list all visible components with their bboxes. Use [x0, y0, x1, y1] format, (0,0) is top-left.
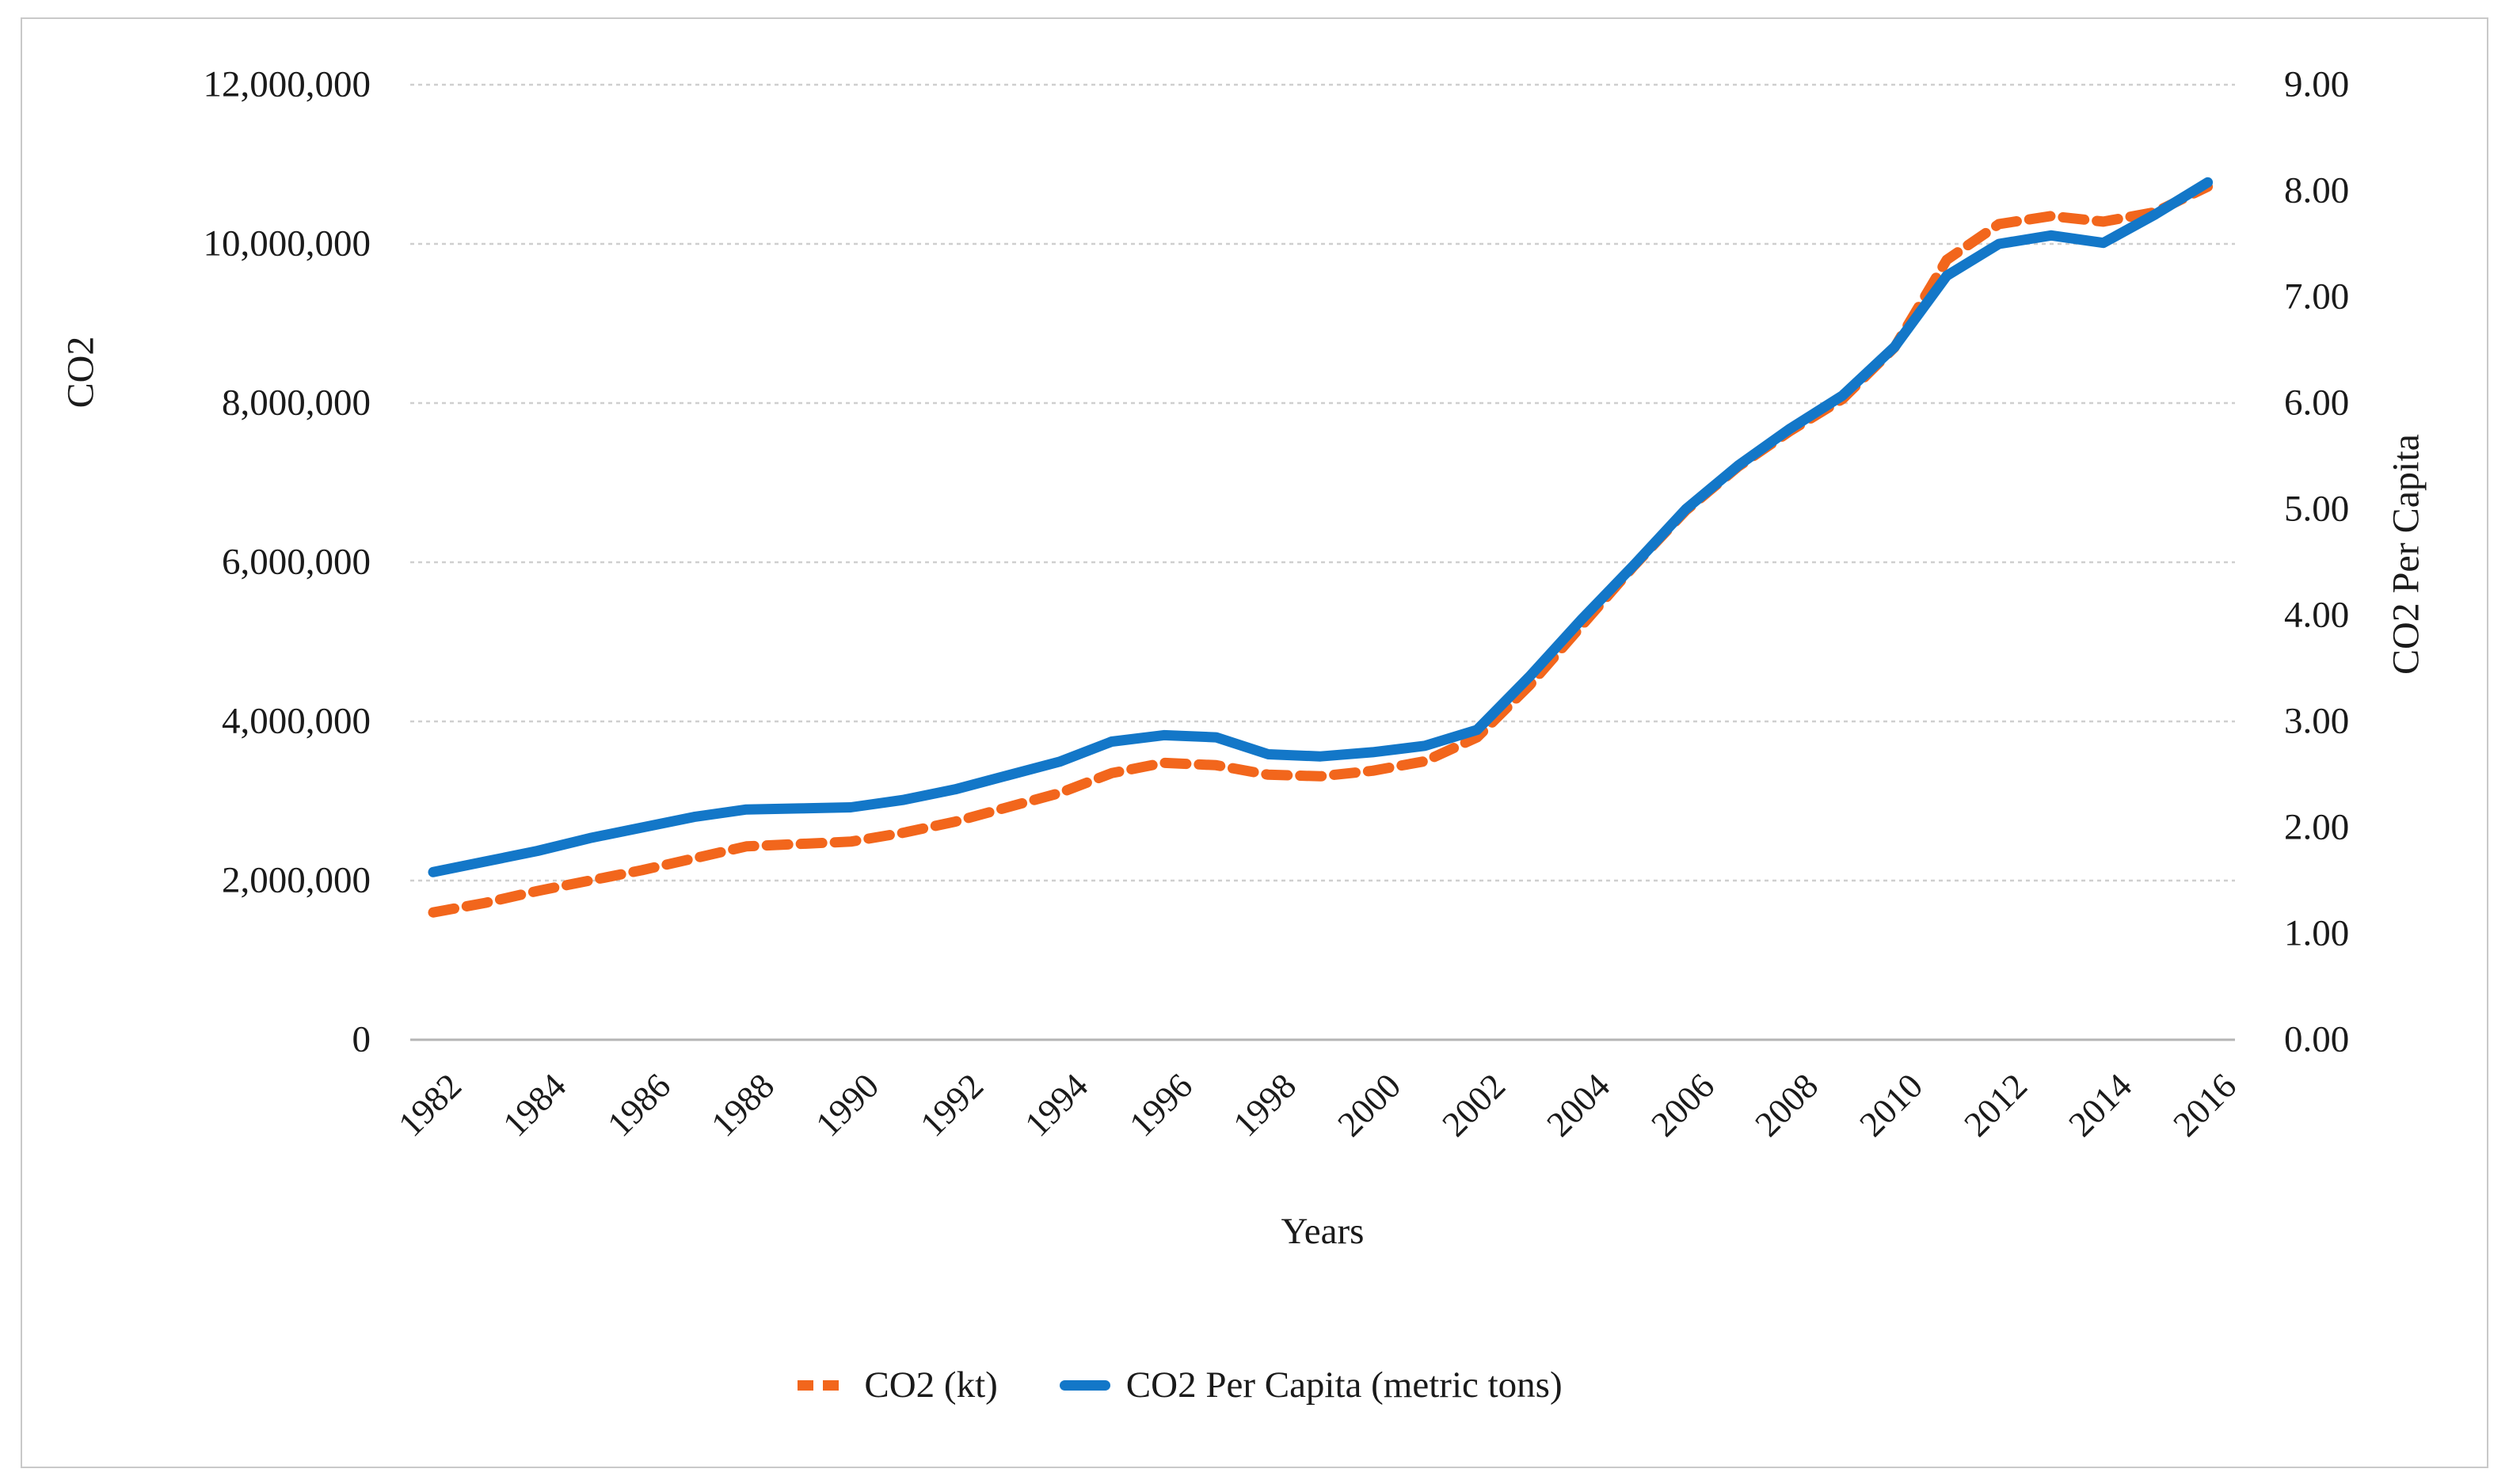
dashed-line-swatch-icon	[798, 1379, 849, 1391]
right-axis-tick-label: 7.00	[2284, 276, 2350, 318]
left-axis-tick-label: 2,000,000	[222, 859, 371, 901]
right-axis-tick-label: 4.00	[2284, 594, 2350, 636]
right-axis-tick-label: 3.00	[2284, 700, 2350, 742]
legend-item-co2-per-capita: CO2 Per Capita (metric tons)	[1059, 1364, 1563, 1406]
left-axis-tick-label: 0	[352, 1018, 371, 1060]
left-axis-tick-label: 10,000,000	[203, 223, 371, 264]
right-axis-tick-label: 1.00	[2284, 912, 2350, 954]
left-axis-tick-label: 4,000,000	[222, 700, 371, 742]
right-axis-tick-label: 5.00	[2284, 488, 2350, 530]
legend: CO2 (kt) CO2 Per Capita (metric tons)	[0, 1364, 2360, 1406]
legend-label: CO2 (kt)	[864, 1364, 998, 1406]
series-lines	[428, 177, 2214, 918]
co2-per-capita-line	[428, 177, 2214, 877]
right-axis-tick-label: 2.00	[2284, 806, 2350, 848]
right-axis-tick-label: 8.00	[2284, 169, 2350, 211]
right-axis-tick-label: 6.00	[2284, 382, 2350, 424]
figure-border	[21, 17, 2488, 1468]
legend-item-co2-kt: CO2 (kt)	[798, 1364, 998, 1406]
left-axis-title: CO2	[59, 336, 102, 409]
gridlines	[410, 83, 2235, 1041]
solid-line-swatch-icon	[1059, 1379, 1110, 1391]
co2-kt-line	[428, 181, 2214, 918]
right-axis-tick-label: 0.00	[2284, 1018, 2350, 1060]
left-axis-tick-label: 12,000,000	[203, 63, 371, 105]
right-axis-tick-label: 9.00	[2284, 63, 2350, 105]
legend-label: CO2 Per Capita (metric tons)	[1125, 1364, 1563, 1406]
right-axis-title: CO2 Per Capita	[2385, 434, 2427, 675]
left-axis-tick-label: 6,000,000	[222, 541, 371, 583]
x-axis-title: Years	[1281, 1211, 1365, 1252]
left-axis-tick-label: 8,000,000	[222, 382, 371, 424]
